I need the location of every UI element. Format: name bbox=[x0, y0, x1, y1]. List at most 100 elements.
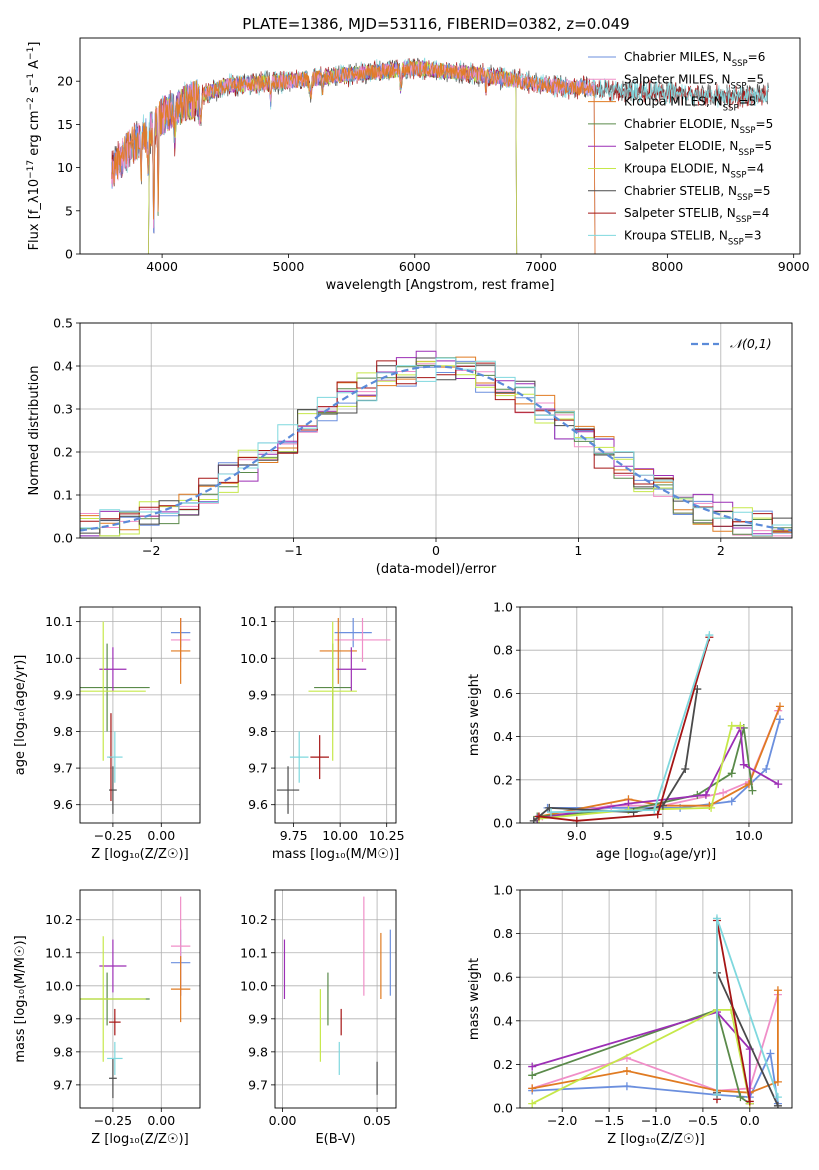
mass-vs-EBV-axes: 0.00 0.05 9.7 9.8 9.9 10.0 10.1 10.2 E(B-V) bbox=[240, 889, 397, 1147]
mass-vs-EBV-plot-area bbox=[283, 896, 391, 1095]
errorbar-salpeter-elodie bbox=[99, 939, 127, 993]
y-tick-label: 9.6 bbox=[53, 797, 73, 812]
weight-marker bbox=[762, 765, 771, 773]
y-tick-label: 9.7 bbox=[248, 761, 268, 776]
spectrum-panel: 4000 5000 6000 7000 8000 9000 0 5 10 15 20 waveleng… bbox=[26, 37, 810, 293]
age-vs-Z-xlabel: Z [log₁₀(Z/Z☉)] bbox=[91, 847, 188, 862]
x-tick-label: −1.5 bbox=[594, 1113, 624, 1128]
y-tick-label: 1.0 bbox=[493, 883, 513, 898]
massweight-vs-Z-grid bbox=[520, 889, 792, 1109]
errorbar-chabrier-stelib bbox=[109, 1058, 117, 1099]
massweight-vs-Z-plot-area bbox=[528, 914, 782, 1108]
massweight-vs-age-plot-area bbox=[529, 631, 784, 823]
errorbar-kroupa-stelib bbox=[289, 731, 309, 783]
x-tick-label: −0.25 bbox=[94, 1113, 132, 1128]
errorbar-salpeter-elodie bbox=[99, 647, 127, 692]
weight-marker bbox=[748, 786, 757, 795]
errorbar-kroupa-miles bbox=[170, 617, 191, 684]
massweight-vs-age-ylabel: mass weight bbox=[467, 674, 482, 756]
age-vs-Z-ylabel: age [log₁₀(age/yr)] bbox=[13, 655, 28, 776]
spectrum-ylabel: Flux [f_λ10−17 erg cm−2 s−1 A−1] bbox=[26, 42, 42, 251]
legend-entry: Kroupa MILES, NSSP=5 bbox=[624, 95, 756, 114]
y-tick-label: 10.2 bbox=[240, 912, 268, 927]
y-tick-label: 1.0 bbox=[493, 600, 513, 615]
y-tick-label: 9.7 bbox=[53, 1077, 73, 1092]
x-tick-label: 9.5 bbox=[653, 828, 673, 843]
legend-entry: Chabrier ELODIE, NSSP=5 bbox=[624, 117, 773, 136]
errorbar-salpeter-elodie bbox=[336, 647, 367, 692]
y-tick-label: 0.4 bbox=[53, 359, 73, 374]
mass-vs-Z-xlabel: Z [log₁₀(Z/Z☉)] bbox=[91, 1132, 188, 1147]
massweight-vs-Z-axes: −2.0 −1.5 −1.0 −0.5 0.0 0.0 0.2 0.4 0.6 0.8 1.0 Z [… bbox=[467, 883, 793, 1147]
weight-marker bbox=[629, 808, 638, 817]
y-tick-label: 0.2 bbox=[493, 772, 513, 787]
weight-marker bbox=[712, 914, 721, 923]
y-tick-label: 0.6 bbox=[493, 970, 513, 985]
y-tick-label: 0.5 bbox=[53, 316, 73, 331]
axes-frame bbox=[79, 37, 801, 255]
weight-marker bbox=[719, 788, 728, 797]
x-tick-label: −0.25 bbox=[94, 828, 132, 843]
residuals-ylabel: Normed distribution bbox=[27, 366, 42, 496]
age-vs-mass-panel: 9.75 10.00 10.25 9.6 9.7 9.8 9.9 10.0 10.1 mass [… bbox=[240, 606, 405, 862]
weights-kroupa-stelib bbox=[712, 914, 782, 1102]
weight-marker bbox=[736, 721, 745, 730]
y-tick-label: 0.4 bbox=[493, 1013, 513, 1028]
errorbar-kroupa-elodie bbox=[80, 936, 146, 1062]
figure-title: PLATE=1386, MJD=53116, FIBERID=0382, z=0… bbox=[242, 15, 629, 33]
x-tick-label: 8000 bbox=[651, 259, 683, 274]
errorbar-kroupa-miles bbox=[170, 956, 191, 1023]
weight-line bbox=[538, 636, 711, 822]
legend-entry: Kroupa ELODIE, NSSP=4 bbox=[624, 162, 764, 181]
weight-line bbox=[533, 688, 699, 822]
weight-marker bbox=[712, 1090, 721, 1099]
spectrum-axes: 4000 5000 6000 7000 8000 9000 0 5 10 15 20 waveleng… bbox=[26, 37, 810, 293]
weight-marker bbox=[773, 1101, 782, 1108]
axes-frame bbox=[274, 606, 397, 824]
residuals-legend: 𝒩(0,1) bbox=[691, 336, 772, 351]
massweight-vs-Z-panel: −2.0 −1.5 −1.0 −0.5 0.0 0.0 0.2 0.4 0.6 0.8 1.0 Z [… bbox=[467, 883, 793, 1147]
y-tick-label: 9.7 bbox=[248, 1077, 268, 1092]
y-tick-label: 0.3 bbox=[53, 402, 73, 417]
weight-marker bbox=[775, 702, 784, 711]
mass-vs-EBV-grid bbox=[275, 890, 396, 1108]
weights-salpeter-stelib bbox=[534, 633, 714, 823]
y-tick-label: 9.8 bbox=[53, 724, 73, 739]
weight-marker bbox=[707, 803, 716, 812]
weight-marker bbox=[705, 631, 714, 640]
x-tick-label: 0.0 bbox=[740, 1113, 760, 1128]
weights-kroupa-stelib bbox=[546, 631, 714, 817]
weight-marker bbox=[622, 1082, 631, 1091]
x-tick-label: 0.05 bbox=[363, 1113, 391, 1128]
spectrum-plot-area bbox=[111, 57, 769, 254]
y-tick-label: 0.2 bbox=[53, 445, 73, 460]
y-tick-label: 9.6 bbox=[248, 797, 268, 812]
y-tick-label: 0.0 bbox=[53, 531, 73, 546]
x-tick-label: −0.5 bbox=[688, 1113, 718, 1128]
weights-chabrier-elodie bbox=[533, 723, 757, 821]
age-vs-Z-plot-area bbox=[80, 617, 191, 814]
weight-marker bbox=[572, 816, 581, 823]
age-vs-mass-grid bbox=[275, 607, 396, 823]
y-tick-label: 9.9 bbox=[248, 1011, 268, 1026]
massweight-vs-age-panel: 9.0 9.5 10.0 0.0 0.2 0.4 0.6 0.8 1.0 age [log₁₀(a… bbox=[467, 600, 793, 862]
errorbar-kroupa-elodie bbox=[308, 621, 357, 761]
x-tick-label: 2 bbox=[717, 543, 725, 558]
y-tick-label: 10.1 bbox=[45, 945, 73, 960]
y-tick-label: 9.9 bbox=[248, 687, 268, 702]
legend-entry: Chabrier STELIB, NSSP=5 bbox=[624, 184, 771, 203]
weight-line bbox=[531, 1009, 751, 1105]
y-tick-label: 9.9 bbox=[53, 1011, 73, 1026]
y-tick-label: 0.2 bbox=[493, 1057, 513, 1072]
weight-marker bbox=[528, 1099, 537, 1108]
legend-entry: Kroupa STELIB, NSSP=3 bbox=[624, 228, 762, 247]
y-tick-label: 10.2 bbox=[45, 912, 73, 927]
errorbar-kroupa-stelib bbox=[107, 731, 123, 783]
weight-line bbox=[531, 1008, 751, 1105]
weight-marker bbox=[545, 803, 554, 812]
errorbar-kroupa-miles bbox=[319, 617, 357, 684]
x-tick-label: 5000 bbox=[273, 259, 305, 274]
x-tick-label: −2 bbox=[142, 543, 160, 558]
weight-marker bbox=[727, 797, 736, 806]
